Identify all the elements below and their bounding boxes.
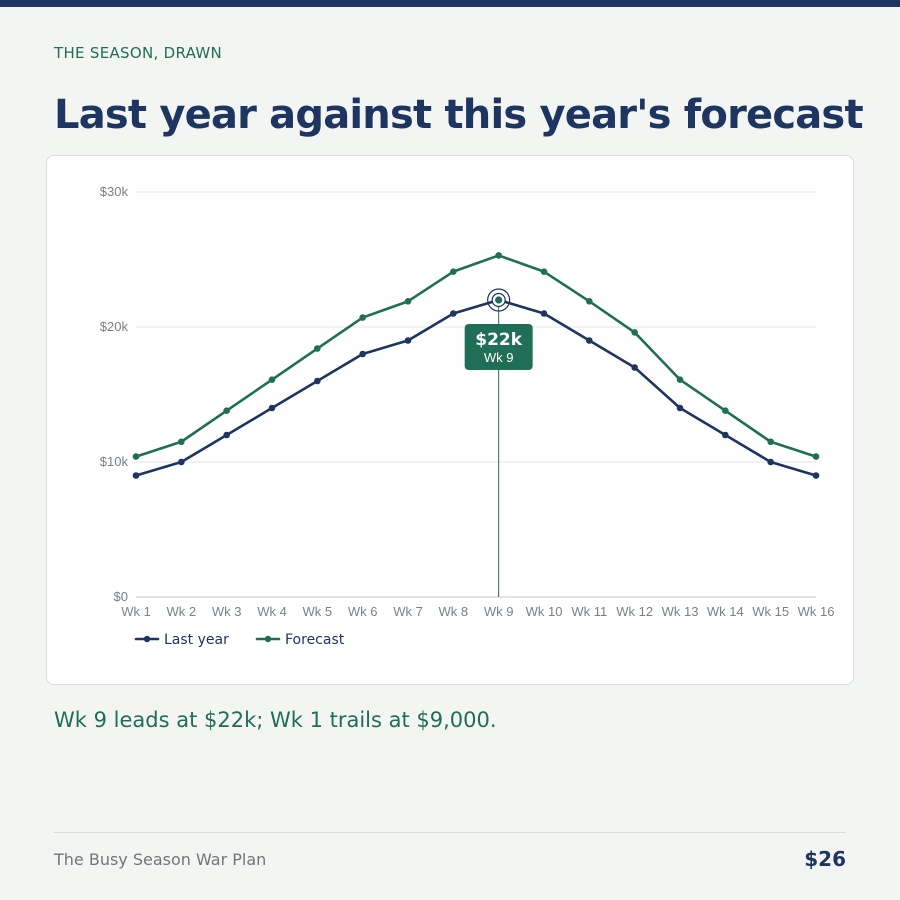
callout-value: $22k	[475, 330, 522, 350]
data-point	[812, 453, 820, 460]
data-point	[722, 431, 729, 439]
data-point	[540, 268, 548, 275]
data-point	[359, 314, 366, 321]
line-chart: $0 $10k $20k $30k Wk 1 Wk 2 Wk 3 Wk 4 Wk 5 Wk 6 Wk…	[100, 184, 835, 648]
data-point	[586, 298, 593, 305]
highlight-point	[495, 296, 503, 304]
x-tick-label: Wk 2	[167, 604, 197, 619]
x-tick-label: Wk 11	[571, 604, 607, 619]
x-tick-label: Wk 13	[662, 604, 699, 619]
x-tick-label: Wk 15	[752, 604, 789, 619]
x-tick-label: Wk 5	[303, 604, 333, 619]
x-tick-label: Wk 16	[798, 604, 835, 619]
y-tick-label: $20k	[100, 319, 129, 334]
footer-divider	[54, 832, 846, 833]
footer-title: The Busy Season War Plan	[54, 850, 267, 869]
data-point	[631, 329, 638, 336]
data-point	[404, 337, 412, 344]
page-title: Last year against this year's forecast	[54, 92, 864, 138]
data-point	[450, 310, 457, 317]
chart-card: $0 $10k $20k $30k Wk 1 Wk 2 Wk 3 Wk 4 Wk 5 Wk 6 Wk…	[46, 155, 854, 685]
data-point	[268, 376, 276, 383]
x-tick-label: Wk 3	[212, 604, 242, 619]
data-point	[812, 472, 820, 479]
x-tick-label: Wk 7	[393, 604, 423, 619]
x-tick-label: Wk 1	[121, 604, 151, 619]
data-point	[178, 438, 185, 446]
chart-summary: Wk 9 leads at $22k; Wk 1 trails at $9,00…	[54, 708, 497, 732]
data-point	[450, 268, 457, 275]
data-point	[540, 310, 548, 317]
highlight-ring-outer	[487, 288, 511, 312]
data-point	[268, 404, 276, 412]
data-point	[767, 438, 774, 446]
data-point	[314, 345, 321, 352]
legend-label: Forecast	[285, 632, 345, 648]
series-line	[134, 254, 818, 458]
x-tick-label: Wk 4	[257, 604, 287, 619]
series-line	[134, 298, 818, 477]
y-tick-label: $10k	[100, 454, 129, 469]
data-point	[767, 458, 774, 466]
data-point	[223, 407, 230, 414]
data-point	[676, 404, 684, 412]
x-tick-label: Wk 14	[707, 604, 744, 619]
data-point	[359, 350, 366, 358]
x-tick-label: Wk 12	[616, 604, 653, 619]
data-point	[132, 472, 140, 479]
data-point	[404, 298, 412, 305]
highlight-callout	[464, 324, 533, 370]
data-point	[676, 376, 684, 383]
x-tick-label: Wk 6	[348, 604, 378, 619]
footer-page-number: $26	[804, 847, 846, 871]
eyebrow-label: THE SEASON, DRAWN	[54, 44, 222, 62]
legend-label: Last year	[164, 632, 229, 648]
x-tick-label: Wk 9	[484, 604, 514, 619]
data-point	[223, 431, 230, 439]
data-point	[722, 407, 729, 414]
data-point	[178, 458, 185, 466]
data-point	[631, 364, 638, 371]
legend-swatch-point	[143, 635, 151, 643]
data-point	[314, 377, 321, 385]
x-tick-label: Wk 10	[526, 604, 563, 619]
data-point	[132, 453, 140, 460]
x-tick-label: Wk 8	[439, 604, 469, 619]
legend-swatch-point	[264, 635, 272, 643]
callout-category: Wk 9	[484, 350, 514, 365]
top-accent-bar	[0, 0, 900, 7]
data-point	[586, 337, 593, 344]
y-tick-label: $0	[114, 589, 128, 604]
data-point	[495, 252, 502, 259]
y-tick-label: $30k	[100, 184, 129, 199]
